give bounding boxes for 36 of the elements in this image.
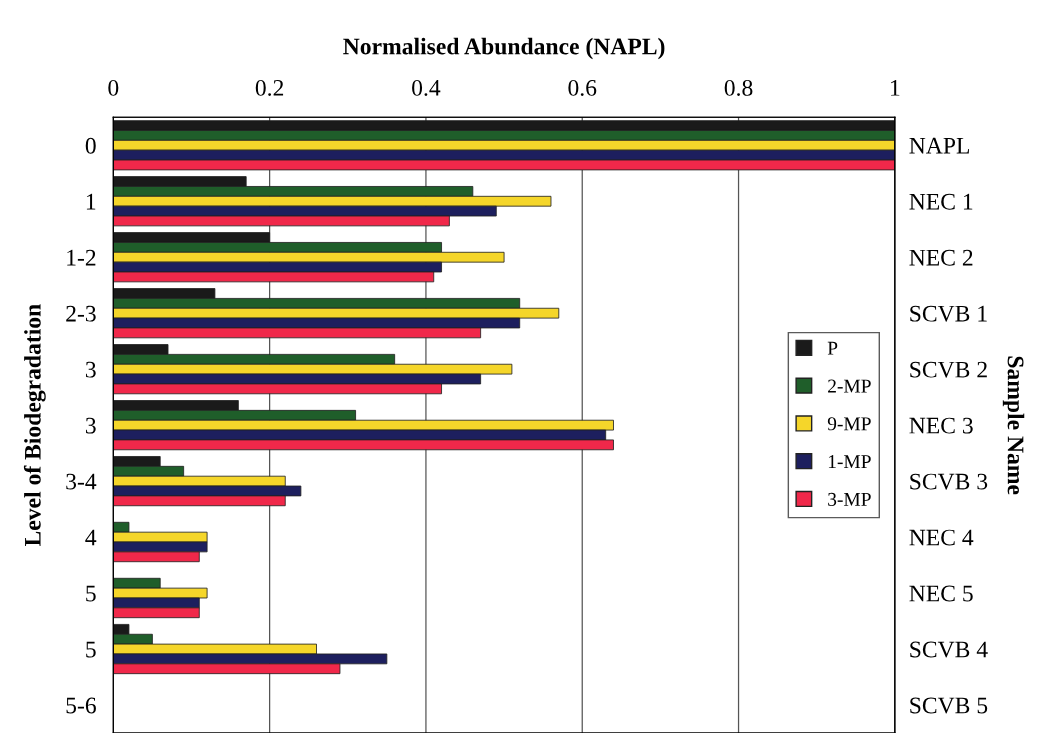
- y2-tick-label: SCVB 5: [910, 697, 988, 714]
- y2-tick-label: NEC 4: [909, 529, 974, 546]
- legend-label: 9-MP: [827, 417, 871, 431]
- x-tick-label: 1: [891, 80, 900, 96]
- legend-label: 2-MP: [828, 379, 871, 393]
- x-axis-title: Normalised Abundance (NAPL): [343, 37, 665, 60]
- y2-tick-label: SCVB 3: [910, 473, 988, 490]
- x-tick-label: 0.8: [724, 79, 753, 96]
- y-tick-label: 2-3: [66, 305, 96, 322]
- y-axis-title: Level of Biodegradation: [23, 304, 46, 547]
- y2-tick-label: SCVB 4: [910, 641, 988, 658]
- x-tick-label: 0.4: [412, 79, 441, 96]
- legend-label: P: [827, 341, 838, 355]
- x-tick-label: 0.2: [255, 79, 284, 96]
- y-tick-label: 5-6: [66, 697, 96, 714]
- y-tick-label: 3: [85, 361, 96, 378]
- y-tick-label: 4: [85, 529, 97, 546]
- y-tick-label: 3: [85, 417, 96, 434]
- y-tick-label: 3-4: [66, 473, 97, 490]
- y2-axis-title: Sample Name: [1002, 356, 1025, 495]
- y-tick-label: 1-2: [67, 249, 96, 266]
- y2-tick-label: NEC 2: [909, 249, 973, 266]
- y2-tick-label: SCVB 2: [910, 361, 987, 378]
- y-tick-label: 1: [86, 193, 96, 210]
- y-tick-label: 5: [86, 641, 96, 658]
- x-tick-label: 0: [108, 79, 119, 96]
- legend-label: 3-MP: [828, 492, 871, 506]
- legend-label: 1-MP: [828, 455, 871, 468]
- y2-tick-label: NEC 3: [909, 417, 973, 434]
- y2-tick-label: NAPL: [909, 137, 969, 154]
- y-tick-label: 0: [85, 137, 96, 154]
- y2-tick-label: SCVB 1: [910, 305, 987, 322]
- y-tick-label: 5: [86, 585, 96, 602]
- x-tick-label: 0.6: [568, 79, 597, 96]
- y2-tick-label: NEC 5: [909, 585, 973, 602]
- y2-tick-label: NEC 1: [909, 193, 973, 210]
